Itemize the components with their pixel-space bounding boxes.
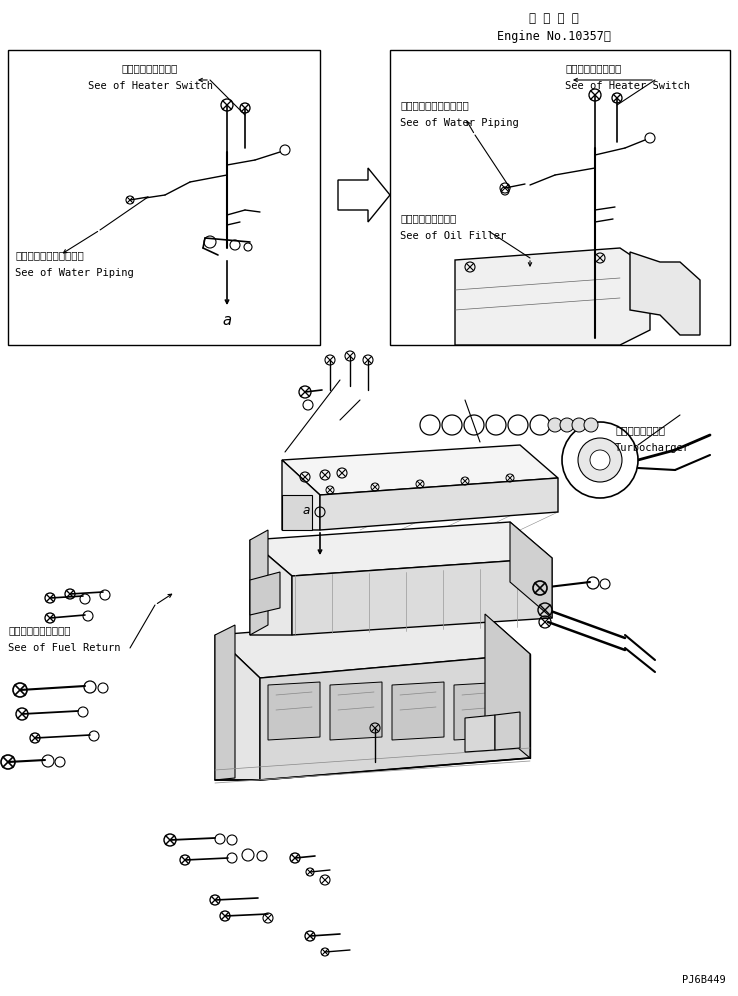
Polygon shape (250, 540, 292, 635)
Polygon shape (250, 522, 552, 576)
Text: オイルフィルタ参照: オイルフィルタ参照 (400, 213, 456, 223)
Text: See of Water Piping: See of Water Piping (400, 118, 519, 128)
Polygon shape (510, 522, 552, 618)
Circle shape (548, 418, 562, 432)
Text: ウォータパイピング参照: ウォータパイピング参照 (400, 100, 469, 110)
Text: Turbocharger: Turbocharger (615, 443, 690, 453)
Polygon shape (454, 682, 506, 740)
Circle shape (562, 422, 638, 498)
Text: ヒータスイッチ参照: ヒータスイッチ参照 (565, 63, 621, 73)
Circle shape (578, 438, 622, 482)
Polygon shape (268, 682, 320, 740)
Polygon shape (630, 252, 700, 335)
Text: ヒータスイッチ参照: ヒータスイッチ参照 (122, 63, 178, 73)
Polygon shape (392, 682, 444, 740)
Bar (282, 495, 312, 530)
Polygon shape (215, 614, 530, 678)
Polygon shape (292, 558, 552, 635)
Text: See of Water Piping: See of Water Piping (15, 268, 134, 278)
Text: Engine No.10357～: Engine No.10357～ (497, 30, 611, 43)
Polygon shape (282, 460, 320, 530)
Polygon shape (330, 682, 382, 740)
Polygon shape (495, 712, 520, 750)
Circle shape (590, 450, 610, 470)
Polygon shape (250, 572, 280, 615)
Text: See of Fuel Return: See of Fuel Return (8, 643, 120, 653)
Polygon shape (215, 625, 235, 780)
Text: ウォータパイピング参照: ウォータパイピング参照 (15, 250, 83, 260)
Polygon shape (338, 168, 390, 222)
Polygon shape (485, 614, 530, 758)
Text: PJ6B449: PJ6B449 (682, 975, 726, 985)
Text: 適 用 号 機: 適 用 号 機 (529, 12, 579, 25)
Polygon shape (250, 530, 268, 635)
Circle shape (584, 418, 598, 432)
Polygon shape (260, 654, 530, 780)
Polygon shape (282, 445, 558, 495)
Text: フェエルリターン参照: フェエルリターン参照 (8, 625, 71, 635)
Polygon shape (455, 248, 650, 345)
Polygon shape (465, 715, 495, 752)
Text: a: a (303, 504, 310, 517)
Bar (390, 50, 730, 345)
Text: See of Heater Switch: See of Heater Switch (88, 81, 213, 91)
Polygon shape (320, 478, 558, 530)
Circle shape (572, 418, 586, 432)
Circle shape (560, 418, 574, 432)
Text: See of Heater Switch: See of Heater Switch (565, 81, 690, 91)
Text: ターボチャージャ: ターボチャージャ (615, 425, 665, 435)
Text: See of Oil Filler: See of Oil Filler (400, 231, 506, 241)
Polygon shape (215, 635, 260, 780)
Bar (8, 50, 320, 345)
Text: a: a (222, 313, 232, 328)
